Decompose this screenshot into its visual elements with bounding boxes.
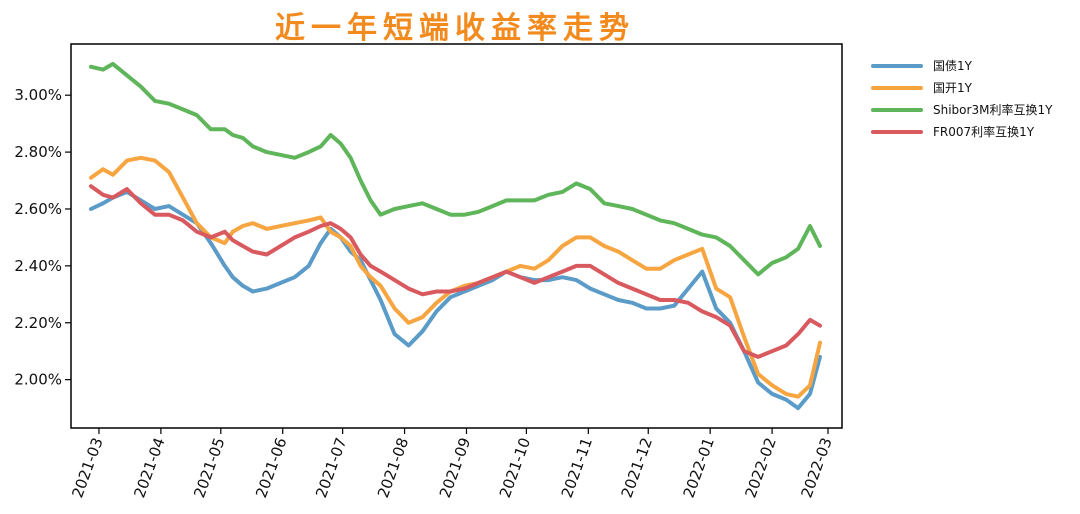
x-tick-label: 2021-11 [558,435,596,500]
x-axis: 2021-03 2021-04 2021-05 2021-06 2021-07 2021-… [68,428,836,500]
x-tick-label: 2022-02 [741,435,779,500]
y-tick-label: 2.40% [14,257,62,275]
x-tick-label: 2021-07 [312,435,350,500]
x-tick-label: 2022-01 [680,435,718,500]
x-tick-label: 2021-04 [130,435,168,500]
x-tick-label: 2021-09 [436,435,474,500]
x-tick-label: 2021-08 [374,435,412,500]
y-tick-label: 2.60% [14,200,62,218]
x-tick-label: 2021-05 [190,435,228,500]
y-tick-label: 2.80% [14,143,62,161]
y-tick-label: 2.20% [14,314,62,332]
legend-label: FR007利率互换1Y [933,124,1035,139]
x-tick-label: 2021-12 [618,435,656,500]
series-line-1 [89,189,822,411]
plot-area [70,43,843,429]
legend-label: Shibor3M利率互换1Y [933,102,1053,117]
legend: 国债1Y 国开1Y Shibor3M利率互换1Y FR007利率互换1Y [871,59,1053,139]
x-tick-label: 2021-03 [68,435,106,500]
x-tick-label: 2021-06 [252,435,290,500]
y-axis: 2.00% 2.20% 2.40% 2.60% 2.80% 3.00% [14,86,71,389]
y-tick-label: 2.00% [14,371,62,389]
x-tick-label: 2021-10 [496,435,534,500]
chart-title: 近一年短端收益率走势 [275,11,635,46]
legend-label: 国债1Y [933,59,973,73]
y-tick-label: 3.00% [14,86,62,104]
series-line-3 [89,61,822,277]
legend-label: 国开1Y [933,81,973,95]
series-layer [89,61,822,411]
series-line-4 [89,184,822,359]
x-tick-label: 2022-03 [797,435,835,500]
series-line-2 [89,155,822,399]
